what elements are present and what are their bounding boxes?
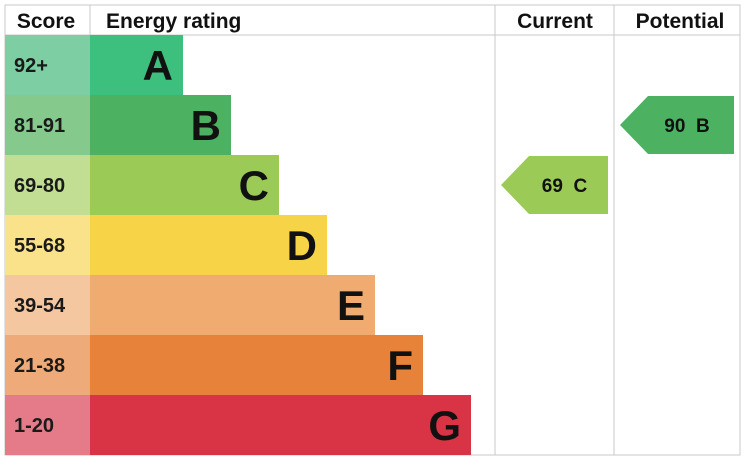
score-cell-b: [5, 95, 90, 155]
band-letter-c: C: [239, 162, 269, 209]
score-cell-g: [5, 395, 90, 455]
score-cell-c: [5, 155, 90, 215]
score-range-f: 21-38: [14, 355, 65, 377]
rating-bands: 92+ A 81-91 B 69-80 C 55-68 D 39-54 E 21-38 F 1-20 G: [5, 35, 471, 455]
score-cell-f: [5, 335, 90, 395]
band-bar-b: [90, 95, 231, 155]
header-energy-rating: Energy rating: [106, 10, 241, 33]
header-current: Current: [517, 10, 593, 33]
header-potential: Potential: [636, 10, 725, 33]
band-bar-e: [90, 275, 375, 335]
potential-rating-label: 90 B: [664, 116, 709, 137]
score-cell-a: [5, 35, 90, 95]
current-rating-label: 69 C: [542, 176, 588, 197]
band-letter-d: D: [287, 222, 317, 269]
score-range-c: 69-80: [14, 175, 65, 197]
score-cell-d: [5, 215, 90, 275]
score-range-e: 39-54: [14, 295, 66, 317]
potential-arrow: [620, 96, 734, 154]
score-range-g: 1-20: [14, 415, 54, 437]
score-range-a: 92+: [14, 55, 48, 77]
score-range-b: 81-91: [14, 115, 65, 137]
band-letter-g: G: [428, 402, 461, 449]
band-bar-d: [90, 215, 327, 275]
band-bar-f: [90, 335, 423, 395]
band-bar-c: [90, 155, 279, 215]
current-arrow: [501, 156, 608, 214]
rating-arrows: 69 C 90 B: [501, 96, 734, 214]
band-bar-a: [90, 35, 183, 95]
band-letter-a: A: [143, 42, 173, 89]
score-range-d: 55-68: [14, 235, 65, 257]
header-score: Score: [17, 10, 75, 33]
band-letter-f: F: [387, 342, 413, 389]
band-letter-e: E: [337, 282, 365, 329]
score-cell-e: [5, 275, 90, 335]
band-bar-g: [90, 395, 471, 455]
band-letter-b: B: [191, 102, 221, 149]
